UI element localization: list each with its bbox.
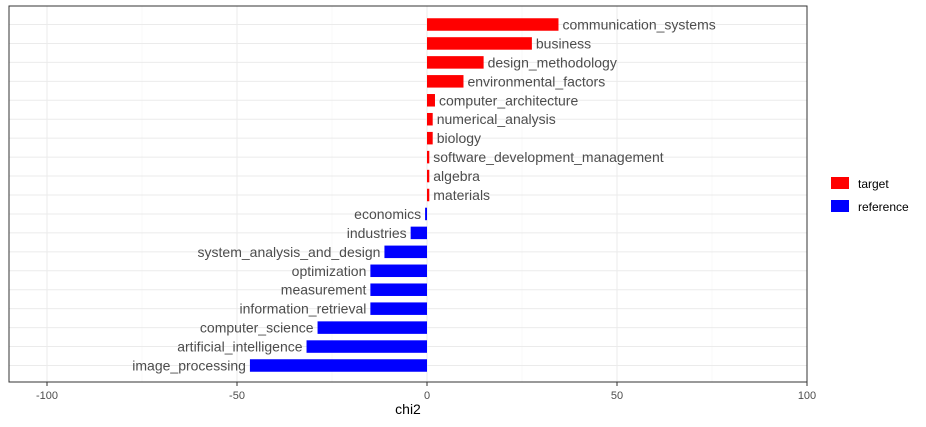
bar-labels: communication_systems business design_meth… <box>132 17 715 374</box>
legend-key-reference <box>831 200 849 212</box>
x-tick-label: 100 <box>798 390 816 402</box>
bar-label-computer_architecture: computer_architecture <box>439 92 579 108</box>
bar-business <box>427 37 532 50</box>
x-tick-label: -100 <box>36 390 58 402</box>
legend-key-target <box>831 177 849 189</box>
bar-artificial_intelligence <box>306 340 427 353</box>
x-tick-label: 50 <box>611 390 623 402</box>
bar-image_processing <box>249 359 427 372</box>
bar-label-algebra: algebra <box>433 168 480 184</box>
bar-label-measurement: measurement <box>281 282 367 298</box>
bar-label-artificial_intelligence: artificial_intelligence <box>177 339 303 355</box>
bar-label-business: business <box>536 35 591 51</box>
bar-label-industries: industries <box>347 225 407 241</box>
bar-label-computer_science: computer_science <box>200 320 314 336</box>
bar-label-environmental_factors: environmental_factors <box>467 73 605 89</box>
legend-label-reference: reference <box>858 200 909 214</box>
bar-communication_systems <box>427 18 559 31</box>
bar-system_analysis_and_design <box>384 245 427 259</box>
bar-design_methodology <box>427 56 484 69</box>
legend: target reference <box>831 177 909 214</box>
bar-label-economics: economics <box>354 206 421 222</box>
bar-algebra <box>427 169 430 183</box>
bar-label-information_retrieval: information_retrieval <box>240 301 367 317</box>
bar-computer_science <box>317 321 427 334</box>
bar-information_retrieval <box>370 302 427 315</box>
bars <box>249 18 559 372</box>
bar-software_development_management <box>427 150 430 164</box>
bar-optimization <box>370 264 427 278</box>
bar-label-design_methodology: design_methodology <box>488 54 617 70</box>
bar-biology <box>427 131 433 145</box>
bar-label-materials: materials <box>433 187 490 203</box>
bar-materials <box>427 188 430 202</box>
bar-industries <box>410 226 427 240</box>
x-tick-label: -50 <box>229 390 245 402</box>
x-axis: -100 -50 0 50 100 <box>36 382 816 402</box>
x-axis-title: chi2 <box>395 401 421 417</box>
plot-border <box>8 5 808 383</box>
legend-label-target: target <box>858 177 889 191</box>
bar-economics <box>425 207 427 221</box>
bar-measurement <box>370 283 427 296</box>
bar-label-numerical_analysis: numerical_analysis <box>437 111 556 127</box>
bar-label-software_development_management: software_development_management <box>433 149 663 165</box>
bar-numerical_analysis <box>427 112 433 126</box>
bar-label-biology: biology <box>437 130 481 146</box>
bar-label-image_processing: image_processing <box>132 358 246 374</box>
bar-environmental_factors <box>427 75 464 88</box>
x-tick-label: 0 <box>424 390 430 402</box>
bar-label-optimization: optimization <box>292 263 367 279</box>
bar-label-communication_systems: communication_systems <box>562 17 715 33</box>
bar-computer_architecture <box>427 94 435 107</box>
bar-label-system_analysis_and_design: system_analysis_and_design <box>198 244 381 260</box>
